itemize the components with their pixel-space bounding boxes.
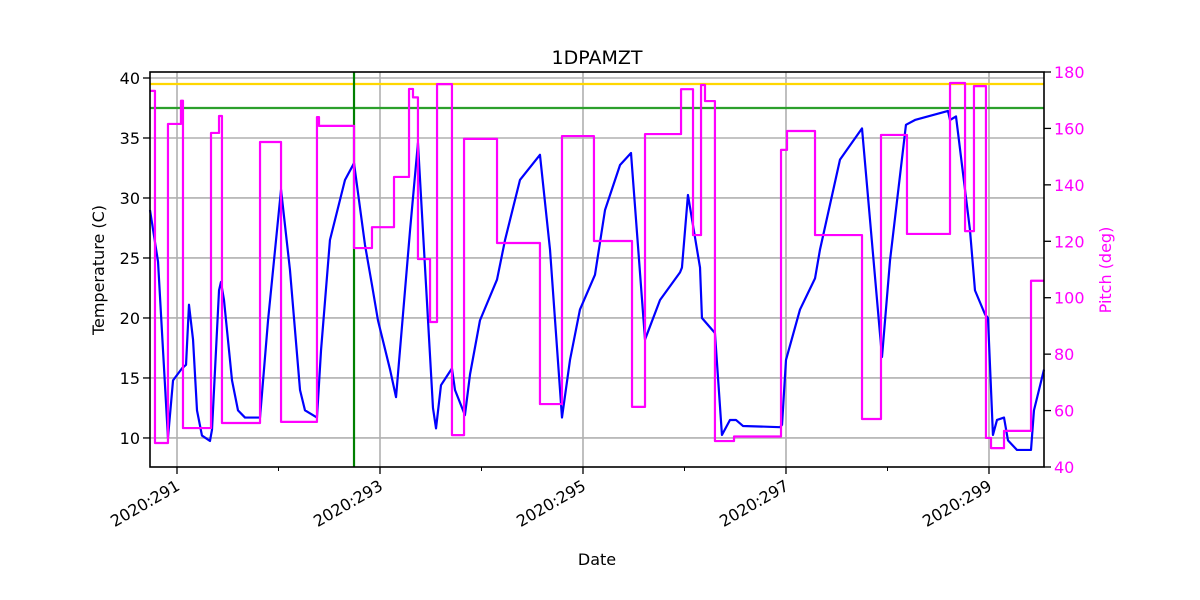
y-tick-label: 10 xyxy=(120,429,140,448)
x-tick-label: 2020:291 xyxy=(107,476,183,531)
y-tick-label: 40 xyxy=(120,69,140,88)
y2-tick-label: 80 xyxy=(1054,345,1074,364)
y2-tick-label: 120 xyxy=(1054,232,1085,251)
x-tick-label: 2020:299 xyxy=(919,476,995,531)
y-tick-label: 15 xyxy=(120,369,140,388)
y-tick-label: 30 xyxy=(120,189,140,208)
x-tick-label: 2020:293 xyxy=(310,476,386,531)
y2-tick-label: 60 xyxy=(1054,402,1074,421)
ticks: 2020:291 2020:293 2020:295 2020:297 2020:299… xyxy=(107,63,1084,531)
plot-frame xyxy=(149,71,1045,468)
y2-tick-label: 180 xyxy=(1054,63,1085,82)
reference-lines xyxy=(150,72,1044,467)
y2-tick-label: 140 xyxy=(1054,176,1085,195)
y2-tick-label: 100 xyxy=(1054,289,1085,308)
y-tick-label: 35 xyxy=(120,129,140,148)
pitch-series-line xyxy=(150,81,1044,450)
y-tick-label: 25 xyxy=(120,249,140,268)
series-group xyxy=(148,81,1046,452)
y2-axis-label: Pitch (deg) xyxy=(1096,227,1115,314)
y-axis-label: Temperature (C) xyxy=(89,205,108,336)
x-tick-label: 2020:295 xyxy=(513,476,589,531)
chart-title: 1DPAMZT xyxy=(552,47,643,69)
temperature-series-line xyxy=(148,109,1046,452)
y-tick-label: 20 xyxy=(120,309,140,328)
y2-tick-label: 40 xyxy=(1054,458,1074,477)
x-axis-label: Date xyxy=(578,550,616,569)
grid xyxy=(150,72,1044,467)
x-tick-label: 2020:297 xyxy=(716,476,792,531)
y2-tick-label: 160 xyxy=(1054,119,1085,138)
